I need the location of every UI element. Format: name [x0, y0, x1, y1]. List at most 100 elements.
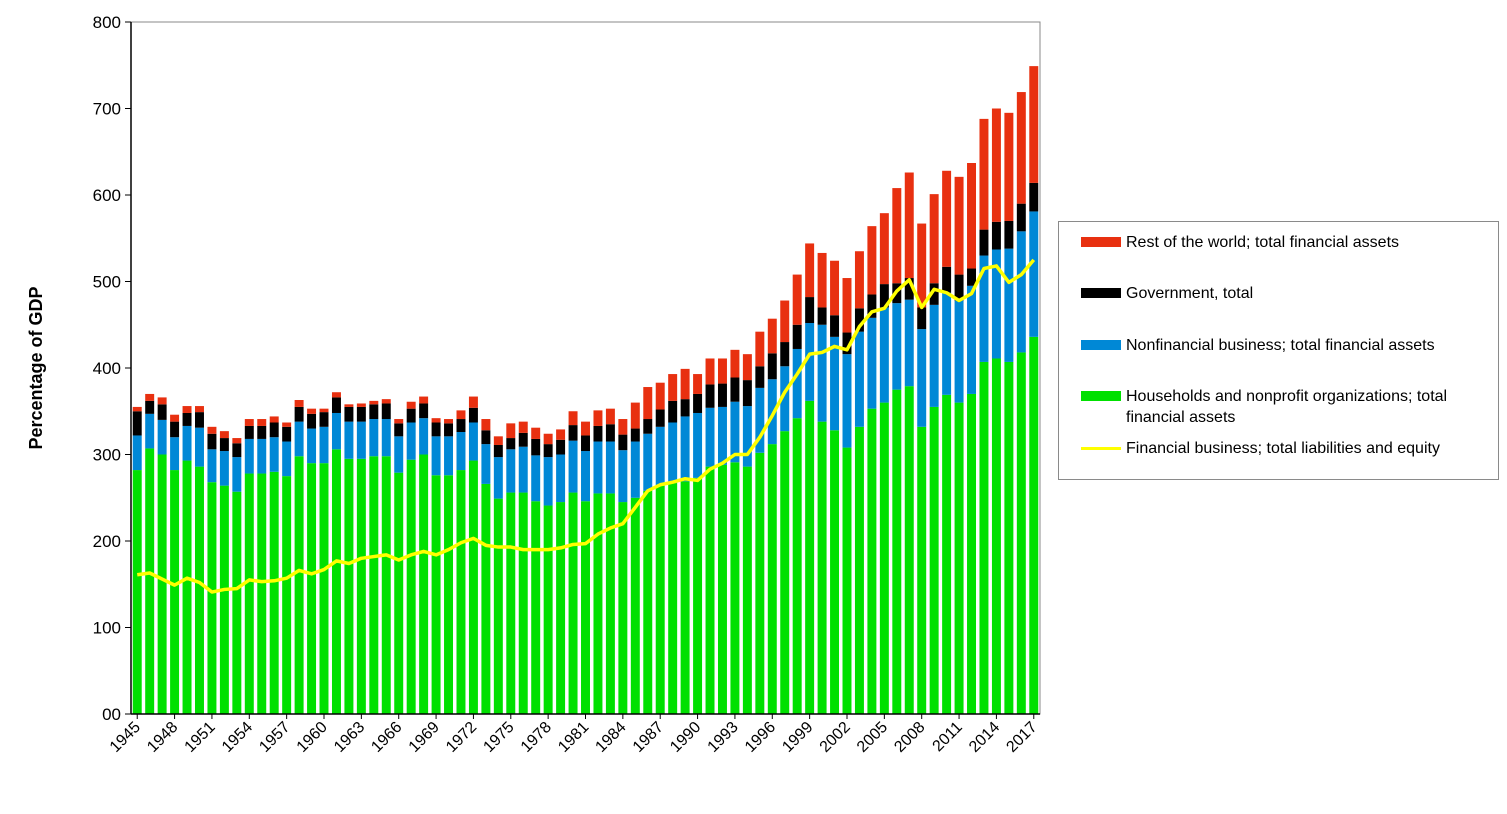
x-tick-label: 1984 — [592, 719, 629, 756]
legend-label-nonfinancial-business: Nonfinancial business; total financial a… — [1126, 337, 1435, 354]
bar-segment-government-total-1946 — [145, 400, 155, 414]
line-series-group — [136, 258, 1036, 594]
bar-segment-households-and-2006 — [892, 389, 902, 715]
bar-segment-households-and-1961 — [331, 449, 341, 714]
bar-segment-government-total-1968 — [419, 403, 429, 419]
bar-segment-government-total-1982 — [593, 425, 603, 442]
bar-segment-nonfinancial-business-1989 — [680, 416, 690, 482]
legend-item-government: Government, total — [1081, 283, 1496, 304]
bar-segment-nonfinancial-business-1986 — [643, 433, 653, 491]
bar-segment-households-and-1990 — [693, 477, 703, 714]
bar-segment-government-total-1947 — [157, 404, 167, 420]
bar-segment-government-total-1995 — [755, 366, 765, 388]
bar-segment-households-and-1947 — [157, 454, 167, 714]
bar-segment-government-total-1954 — [244, 425, 254, 439]
bar-segment-government-total-1986 — [643, 419, 653, 434]
bar-segment-government-total-1952 — [219, 438, 229, 452]
x-tick-label: 1993 — [705, 719, 742, 756]
bar-segment-households-and-1985 — [630, 497, 640, 714]
bar-segment-rest-of-1984 — [618, 419, 628, 435]
bar-segment-households-and-1981 — [581, 501, 590, 714]
bar-segment-nonfinancial-business-1994 — [742, 406, 752, 467]
bar-segment-government-total-1956 — [269, 422, 279, 438]
bar-segment-households-and-1958 — [294, 456, 304, 714]
x-tick-label: 1981 — [555, 719, 592, 756]
bar-segment-government-total-1974 — [493, 444, 503, 458]
bar-segment-rest-of-1969 — [431, 418, 441, 423]
bar-segment-rest-of-1956 — [269, 416, 279, 423]
bar-segment-rest-of-2010 — [942, 170, 952, 267]
bar-segment-rest-of-2005 — [879, 213, 889, 285]
bar-segment-nonfinancial-business-1999 — [805, 323, 815, 401]
legend-item-financial-business: Financial business; total liabilities an… — [1081, 438, 1496, 459]
bar-segment-nonfinancial-business-1970 — [444, 436, 454, 476]
bar-segment-nonfinancial-business-1961 — [331, 412, 341, 450]
bar-segment-nonfinancial-business-1964 — [369, 419, 379, 457]
bar-segment-nonfinancial-business-1966 — [394, 436, 404, 473]
bar-segment-government-total-2013 — [979, 229, 989, 256]
bar-segment-households-and-1946 — [145, 448, 155, 714]
bar-segment-households-and-1974 — [493, 498, 503, 714]
bar-segment-rest-of-2013 — [979, 118, 989, 230]
bar-segment-government-total-2017 — [1029, 182, 1039, 212]
bar-segment-rest-of-1973 — [481, 419, 491, 431]
bar-segment-government-total-1945 — [132, 411, 142, 436]
bar-segment-government-total-1975 — [506, 438, 516, 450]
bar-segment-rest-of-1960 — [319, 408, 329, 413]
bar-segment-households-and-2000 — [817, 421, 827, 714]
bar-segment-households-and-1953 — [232, 491, 242, 714]
bar-segment-rest-of-2016 — [1016, 92, 1026, 204]
bar-segment-rest-of-1952 — [219, 431, 229, 439]
bar-segment-households-and-2017 — [1029, 336, 1039, 714]
bar-segment-nonfinancial-business-1978 — [543, 457, 553, 506]
bar-segment-government-total-1992 — [717, 383, 727, 407]
bar-segment-households-and-1979 — [556, 502, 566, 714]
x-tick-label: 1978 — [518, 719, 555, 756]
bar-segment-rest-of-1959 — [307, 408, 317, 414]
legend-swatch-financial-business — [1081, 447, 1121, 450]
bar-segment-nonfinancial-business-2001 — [830, 336, 840, 431]
bar-segment-rest-of-1989 — [680, 368, 690, 400]
bar-segment-rest-of-1996 — [767, 318, 777, 354]
bar-segment-rest-of-2017 — [1029, 66, 1039, 183]
bar-segment-nonfinancial-business-2013 — [979, 255, 989, 362]
bar-segment-government-total-2009 — [929, 283, 939, 305]
bar-segment-rest-of-2006 — [892, 188, 902, 284]
bar-segment-nonfinancial-business-2017 — [1029, 211, 1039, 337]
y-tick-label: 100 — [93, 619, 121, 638]
bar-segment-government-total-1991 — [705, 384, 715, 408]
bar-segment-households-and-1987 — [655, 485, 665, 714]
bar-segment-nonfinancial-business-1995 — [755, 387, 765, 453]
bar-segment-nonfinancial-business-1968 — [419, 418, 429, 455]
bar-segment-rest-of-1997 — [780, 300, 790, 343]
bar-segment-nonfinancial-business-1953 — [232, 457, 242, 492]
bar-segment-government-total-1997 — [780, 342, 790, 367]
bar-segment-households-and-1956 — [269, 471, 279, 714]
bar-segment-rest-of-1967 — [406, 401, 416, 409]
bar-segment-nonfinancial-business-1962 — [344, 421, 354, 459]
y-tick-label: 400 — [93, 359, 121, 378]
bar-segment-rest-of-1975 — [506, 423, 516, 439]
x-tick-label: 2008 — [891, 719, 928, 756]
bar-segment-nonfinancial-business-1992 — [717, 406, 727, 465]
y-tick-label: 800 — [93, 13, 121, 32]
bar-segment-rest-of-1951 — [207, 426, 217, 434]
bar-segment-households-and-1989 — [680, 481, 690, 714]
bar-segment-households-and-1959 — [307, 463, 317, 714]
legend-label-households: Households and nonprofit organizations; … — [1126, 388, 1448, 426]
bar-segment-nonfinancial-business-2009 — [929, 304, 939, 407]
bar-segment-government-total-1951 — [207, 433, 217, 450]
bar-segment-households-and-1957 — [282, 476, 292, 715]
legend-swatch-households — [1081, 391, 1121, 401]
bar-segment-nonfinancial-business-1983 — [605, 441, 615, 494]
bar-segment-nonfinancial-business-2005 — [879, 307, 889, 403]
legend-label-government: Government, total — [1126, 285, 1254, 302]
bar-segment-rest-of-2009 — [929, 194, 939, 284]
bar-segment-nonfinancial-business-1969 — [431, 436, 441, 476]
bar-segment-nonfinancial-business-1988 — [668, 422, 678, 484]
bar-segment-rest-of-1988 — [668, 374, 678, 401]
bar-segment-nonfinancial-business-1979 — [556, 454, 566, 503]
bar-segment-rest-of-1994 — [742, 354, 752, 381]
bar-segment-rest-of-1970 — [444, 419, 454, 424]
bar-segment-nonfinancial-business-1950 — [195, 427, 204, 467]
